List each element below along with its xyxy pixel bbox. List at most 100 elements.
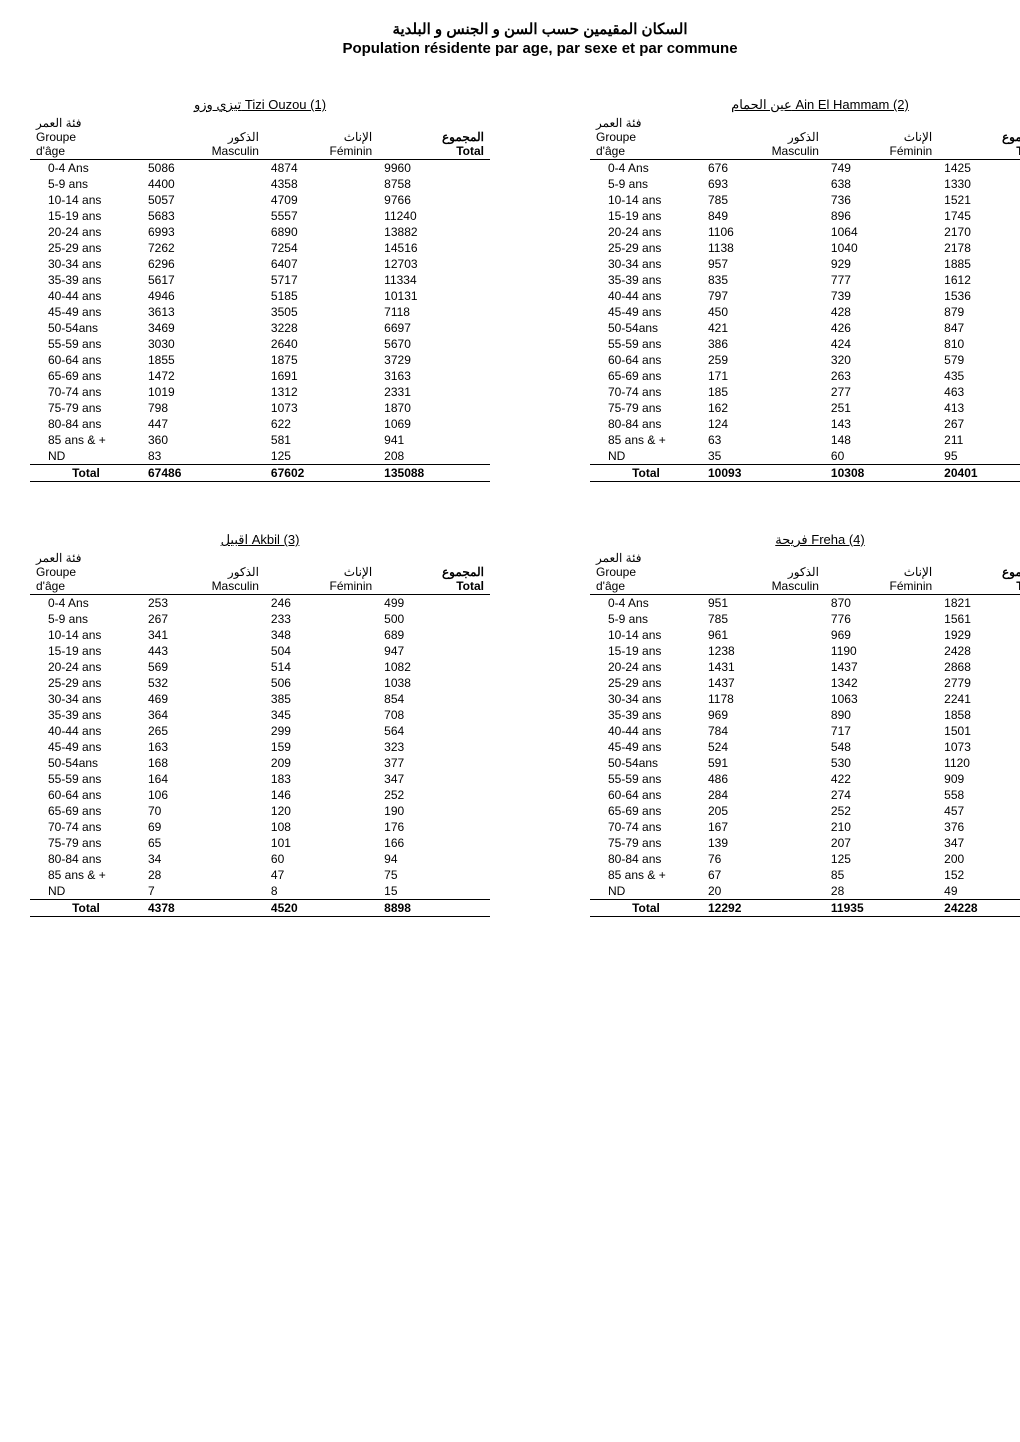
cell-feminin: 5717 [265,272,378,288]
cell-feminin: 896 [825,208,938,224]
cell-total: 347 [938,835,1020,851]
table-row: 30-34 ans469385854 [30,691,490,707]
total-row: Total6748667602135088 [30,465,490,482]
cell-age-group: 50-54ans [590,320,702,336]
cell-total: 94 [378,851,490,867]
cell-total: 1521 [938,192,1020,208]
cell-age-group: 25-29 ans [590,240,702,256]
population-table: فئة العمرGrouped'âgeالذكورMasculinالإناث… [590,550,1020,917]
table-commune-4: فريحة Freha (4)فئة العمرGrouped'âgeالذكو… [590,532,1020,917]
cell-total: 2331 [378,384,490,400]
cell-feminin: 6890 [265,224,378,240]
cell-age-group: 20-24 ans [590,224,702,240]
cell-feminin: 1073 [265,400,378,416]
cell-total: 9960 [378,160,490,177]
cell-age-group: 75-79 ans [30,835,142,851]
cell-age-group: 15-19 ans [590,208,702,224]
table-row: 45-49 ans450428879 [590,304,1020,320]
table-row: 50-54ans168209377 [30,755,490,771]
cell-masculin: 28 [142,867,265,883]
cell-total: 499 [378,595,490,612]
table-row: 0-4 Ans508648749960 [30,160,490,177]
cell-total: 1330 [938,176,1020,192]
cell-masculin: 1138 [702,240,825,256]
table-row: 25-29 ans5325061038 [30,675,490,691]
header-group: فئة العمرGrouped'âge [590,550,702,595]
cell-masculin: 5057 [142,192,265,208]
cell-masculin: 106 [142,787,265,803]
cell-total: 1561 [938,611,1020,627]
population-table: فئة العمرGrouped'âgeالذكورMasculinالإناث… [30,550,490,917]
cell-total: 3163 [378,368,490,384]
cell-total: 1073 [938,739,1020,755]
cell-masculin: 569 [142,659,265,675]
cell-feminin: 1342 [825,675,938,691]
cell-total: 1536 [938,288,1020,304]
cell-feminin: 125 [265,448,378,465]
cell-age-group: 35-39 ans [590,707,702,723]
cell-total: 75 [378,867,490,883]
cell-feminin: 428 [825,304,938,320]
cell-age-group: 80-84 ans [590,416,702,432]
cell-age-group: 85 ans & + [590,432,702,448]
cell-feminin: 929 [825,256,938,272]
cell-total: 558 [938,787,1020,803]
cell-feminin: 717 [825,723,938,739]
cell-age-group: 25-29 ans [30,240,142,256]
cell-masculin: 1431 [702,659,825,675]
tables-row-1: تيزي وزو Tizi Ouzou (1)فئة العمرGrouped'… [30,97,1020,482]
total-feminin: 4520 [265,900,378,917]
cell-total: 13882 [378,224,490,240]
cell-masculin: 3030 [142,336,265,352]
table-row: 15-19 ans443504947 [30,643,490,659]
cell-feminin: 233 [265,611,378,627]
cell-age-group: 30-34 ans [590,691,702,707]
table-row: 40-44 ans7847171501 [590,723,1020,739]
cell-age-group: 65-69 ans [30,368,142,384]
cell-masculin: 65 [142,835,265,851]
table-row: 30-34 ans6296640712703 [30,256,490,272]
table-row: ND83125208 [30,448,490,465]
cell-feminin: 1875 [265,352,378,368]
total-masculin: 4378 [142,900,265,917]
cell-total: 2170 [938,224,1020,240]
cell-age-group: 60-64 ans [30,352,142,368]
table-row: 0-4 Ans6767491425 [590,160,1020,177]
cell-total: 463 [938,384,1020,400]
cell-total: 689 [378,627,490,643]
cell-masculin: 35 [702,448,825,465]
cell-age-group: 5-9 ans [30,611,142,627]
cell-age-group: 85 ans & + [30,867,142,883]
header-group: فئة العمرGrouped'âge [590,115,702,160]
cell-feminin: 506 [265,675,378,691]
cell-age-group: ND [590,883,702,900]
cell-feminin: 1437 [825,659,938,675]
cell-feminin: 183 [265,771,378,787]
cell-total: 1038 [378,675,490,691]
cell-total: 947 [378,643,490,659]
cell-total: 376 [938,819,1020,835]
cell-total: 2428 [938,643,1020,659]
cell-feminin: 274 [825,787,938,803]
cell-masculin: 957 [702,256,825,272]
cell-total: 810 [938,336,1020,352]
table-row: 70-74 ans167210376 [590,819,1020,835]
cell-age-group: 0-4 Ans [590,595,702,612]
table-row: 60-64 ans185518753729 [30,352,490,368]
cell-masculin: 185 [702,384,825,400]
cell-feminin: 148 [825,432,938,448]
cell-total: 1612 [938,272,1020,288]
cell-total: 12703 [378,256,490,272]
table-row: 15-19 ans8498961745 [590,208,1020,224]
cell-feminin: 969 [825,627,938,643]
table-row: 60-64 ans259320579 [590,352,1020,368]
cell-age-group: 40-44 ans [590,288,702,304]
header-masculin: الذكورMasculin [142,115,265,160]
table-row: 25-29 ans7262725414516 [30,240,490,256]
cell-total: 1858 [938,707,1020,723]
header-feminin: الإناثFéminin [825,115,938,160]
cell-age-group: 25-29 ans [30,675,142,691]
cell-masculin: 34 [142,851,265,867]
cell-feminin: 4709 [265,192,378,208]
cell-feminin: 530 [825,755,938,771]
